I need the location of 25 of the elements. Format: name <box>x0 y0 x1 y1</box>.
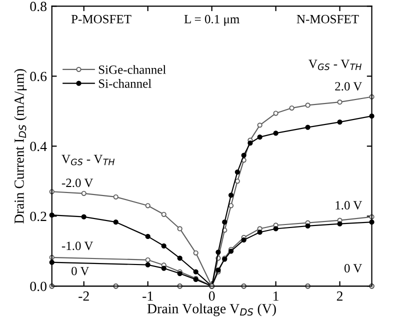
x-axis-title: Drain Voltage V$_{DS}$ (V) <box>147 304 276 316</box>
legend-label: SiGe-channel <box>98 65 166 74</box>
y-tick-label: 0.2 <box>30 212 46 222</box>
annotation: L = 0.1 μm <box>184 14 240 26</box>
annotation: P-MOSFET <box>71 14 132 24</box>
y-axis-title: Drain Current I$_{DS}$ (mA/μm) <box>14 69 27 224</box>
annotation: 0 V <box>344 264 362 273</box>
x-tick-label: -1 <box>142 291 153 301</box>
annotation: V$_{GS}$ - V$_{TH}$ <box>308 60 362 70</box>
y-tick-label: 0.8 <box>30 2 46 12</box>
annotation: 2.0 V <box>335 82 362 91</box>
annotation: V$_{GS}$ - V$_{TH}$ <box>62 154 115 166</box>
annotation: -2.0 V <box>62 178 94 188</box>
annotation: N-MOSFET <box>296 14 359 24</box>
y-tick-label: 0.4 <box>30 142 47 152</box>
x-tick-label: 1 <box>274 291 278 301</box>
annotation: 1.0 V <box>336 201 362 210</box>
y-tick-label: 0.0 <box>30 282 46 292</box>
x-tick-label: 0 <box>208 291 215 301</box>
x-tick-label: -2 <box>78 291 89 301</box>
annotation: 0 V <box>72 266 90 276</box>
y-tick-label: 0.6 <box>30 72 47 82</box>
legend-label: Si-channel <box>98 79 152 88</box>
x-tick-label: 2 <box>336 291 342 301</box>
annotation: -1.0 V <box>62 242 94 250</box>
